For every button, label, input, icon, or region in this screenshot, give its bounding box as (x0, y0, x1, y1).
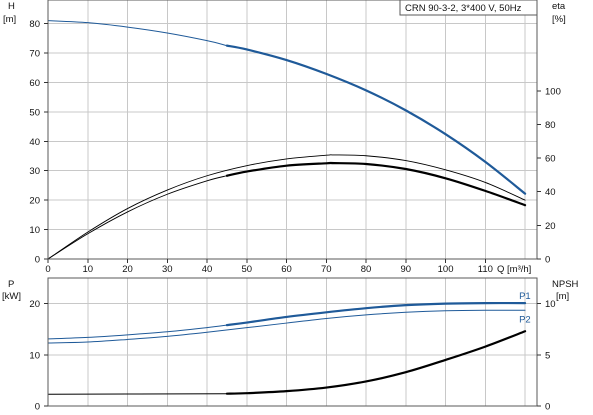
top-left-tick-label: 30 (29, 166, 40, 177)
bottom-series-3 (47, 393, 228, 395)
bottom-series-1 (225, 301, 527, 327)
top-right-axis-unit: [%] (552, 14, 566, 25)
top-grid (48, 0, 537, 259)
top-series-1 (225, 44, 527, 195)
top-left-tick-label: 70 (29, 48, 40, 59)
top-right-tick-label: 40 (545, 187, 556, 198)
bottom-series-4 (225, 330, 527, 395)
top-left-tick-label: 10 (29, 225, 40, 236)
top-x-tick-label: 90 (401, 264, 412, 275)
top-right-tick-label: 60 (545, 154, 556, 165)
bottom-left-axis-unit: [kW] (2, 291, 21, 302)
top-left-tick-label: 0 (35, 255, 40, 266)
top-x-tick-label: 0 (45, 264, 50, 275)
chart-title: CRN 90-3-2, 3*400 V, 50Hz (405, 3, 522, 14)
bottom-left-tick-label: 20 (29, 299, 40, 310)
bottom-right-axis-unit: [m] (556, 291, 569, 302)
bottom-series-label-p1: P1 (519, 291, 531, 302)
bottom-series-2 (47, 309, 526, 344)
bottom-left-axis-title: P (8, 279, 14, 290)
bottom-axes: 0 10 20 0 5 10 (29, 277, 556, 413)
top-frame (47, 0, 538, 260)
top-x-tick-label: 110 (478, 264, 493, 275)
top-series-2 (47, 175, 228, 260)
top-x-tick-label: 60 (281, 264, 292, 275)
top-x-tick-label: 10 (82, 264, 93, 275)
top-series-4 (47, 154, 526, 260)
top-right-tick-label: 100 (545, 86, 561, 97)
bottom-right-tick-label: 10 (545, 299, 556, 310)
top-left-tick-label: 40 (29, 137, 40, 148)
top-x-tick-label: 50 (241, 264, 252, 275)
bottom-left-tick-label: 0 (35, 402, 40, 413)
top-right-tick-label: 20 (545, 221, 556, 232)
bottom-series-label-p2: P2 (519, 314, 531, 325)
top-left-tick-label: 50 (29, 107, 40, 118)
top-series-3 (225, 161, 527, 207)
top-left-tick-label: 80 (29, 19, 40, 30)
top-left-axis-unit: [m] (3, 14, 16, 25)
chart-title-box (399, 0, 538, 16)
top-right-tick-label: 80 (545, 120, 556, 131)
top-axes: 0 10 20 30 40 50 60 70 80 0 20 40 60 80 100 0 10 20 30 40 50… (29, 0, 561, 275)
top-x-tick-label: 20 (122, 264, 133, 275)
bottom-right-tick-label: 0 (545, 402, 550, 413)
bottom-frame (47, 277, 538, 407)
top-series-0 (47, 20, 228, 47)
top-curves (47, 20, 527, 260)
top-x-tick-label: 70 (321, 264, 332, 275)
bottom-series-0 (47, 324, 228, 340)
top-right-axis-title: eta (552, 1, 566, 12)
top-right-tick-label: 0 (545, 255, 550, 266)
top-x-tick-label: 40 (202, 264, 213, 275)
x-axis-title: Q [m³/h] (497, 264, 531, 275)
top-x-tick-label: 100 (438, 264, 454, 275)
top-x-tick-label: 80 (361, 264, 372, 275)
bottom-right-axis-title: NPSH (552, 279, 579, 290)
top-left-axis-title: H (8, 1, 15, 12)
bottom-curves: P1 P2 (47, 291, 531, 395)
top-x-tick-label: 30 (162, 264, 173, 275)
bottom-left-tick-label: 10 (29, 350, 40, 361)
top-left-tick-label: 20 (29, 196, 40, 207)
bottom-right-tick-label: 5 (545, 350, 550, 361)
top-left-tick-label: 60 (29, 78, 40, 89)
